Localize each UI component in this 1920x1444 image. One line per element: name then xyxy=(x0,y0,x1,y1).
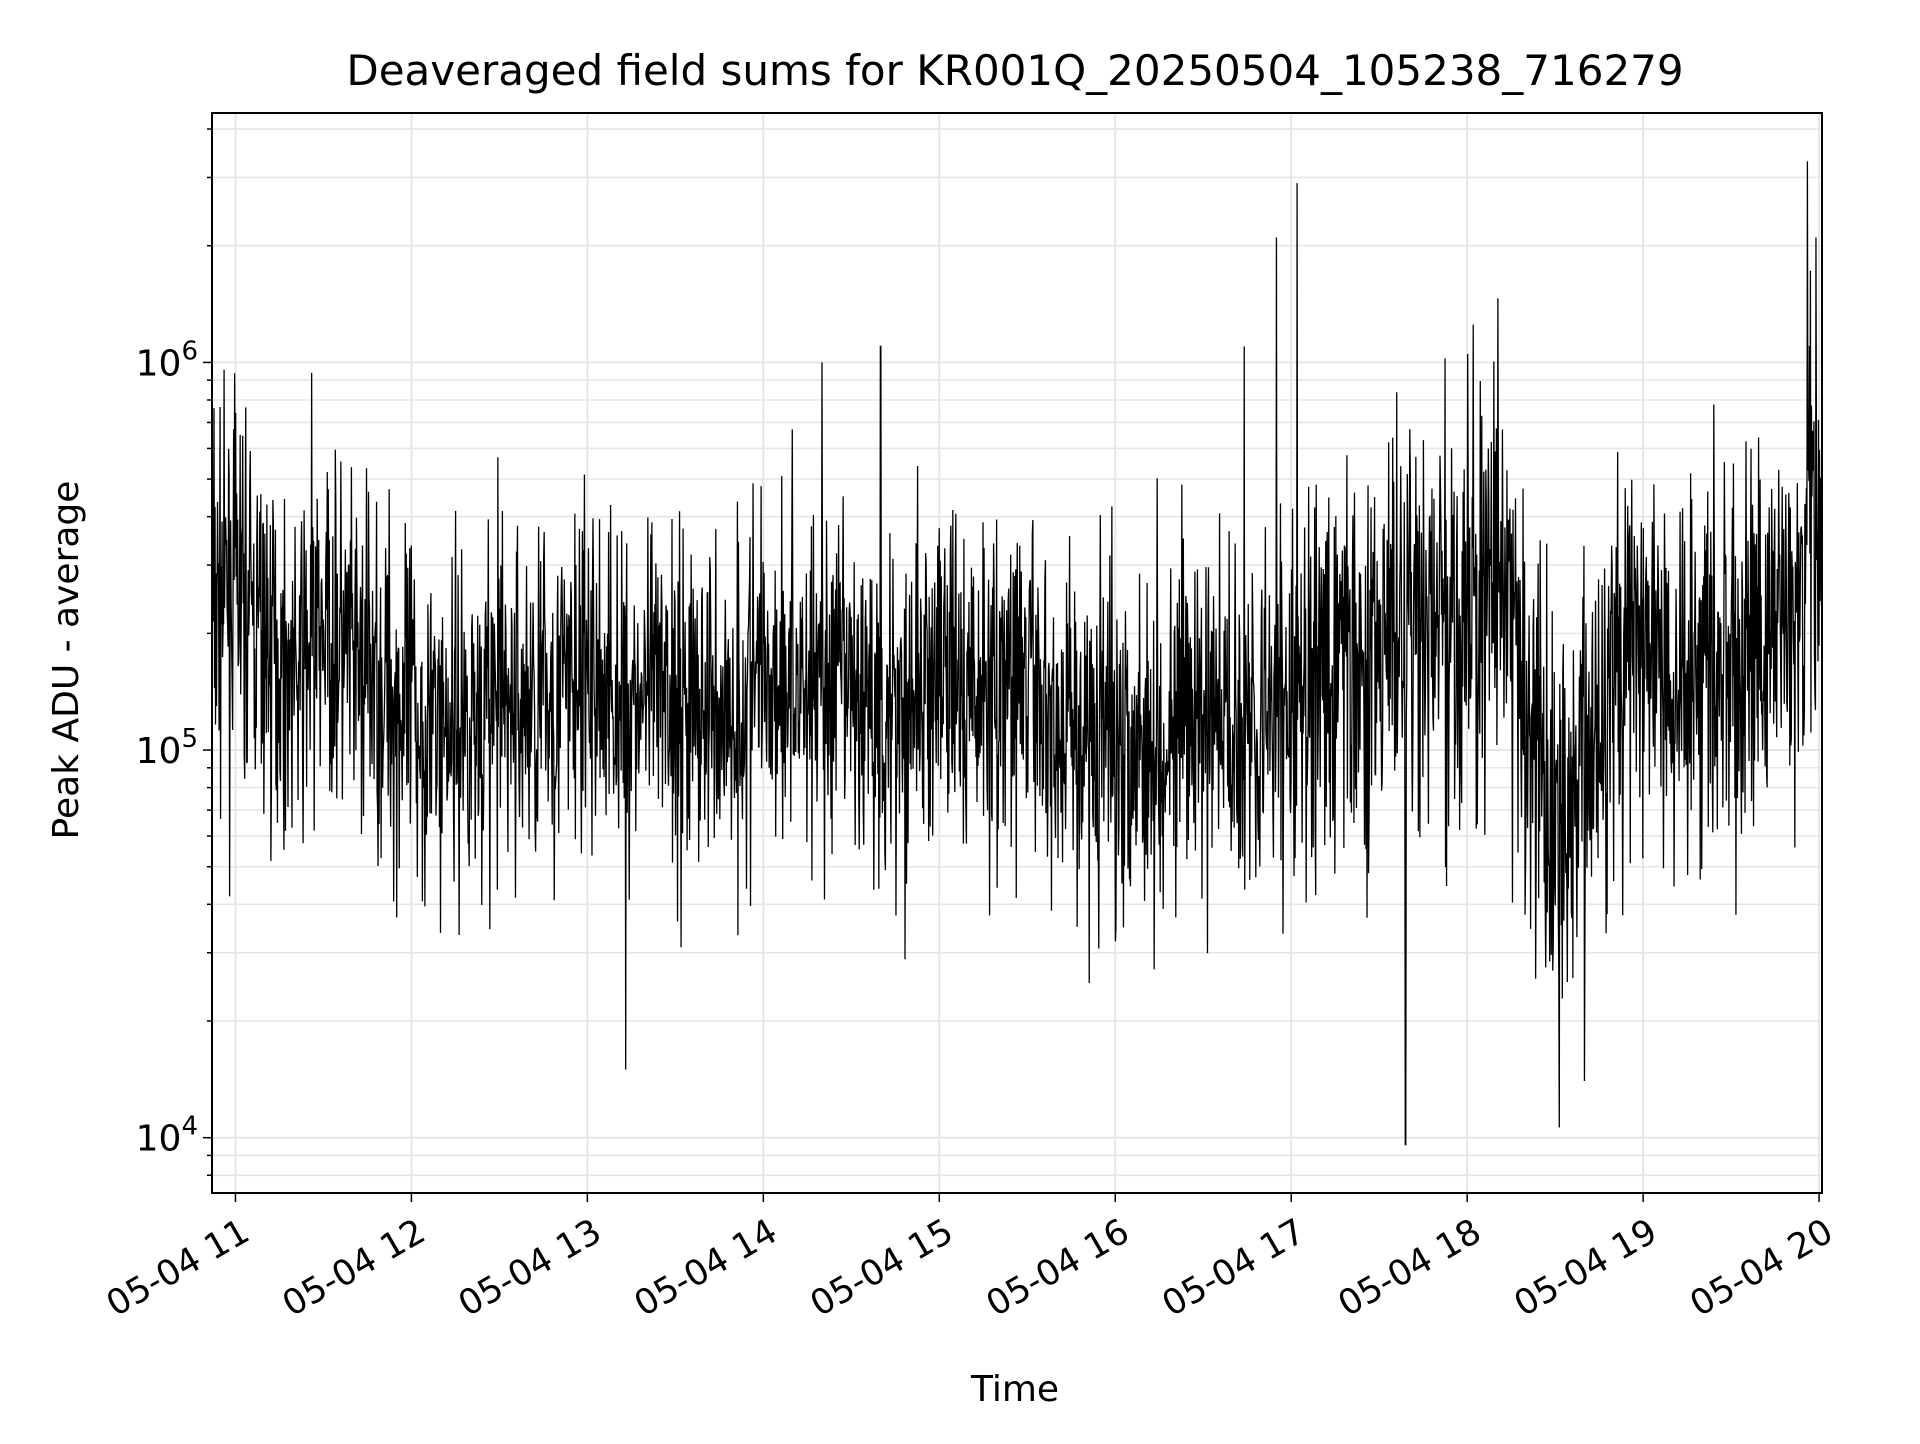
y-axis-label: Peak ADU - average xyxy=(46,481,87,840)
data-line-layer xyxy=(211,161,1823,1146)
y-tick-label-base: 10 xyxy=(136,731,182,772)
y-tick-label: 106 xyxy=(136,336,198,384)
y-tick-label: 104 xyxy=(136,1112,198,1160)
y-tick-label-exponent: 4 xyxy=(181,1112,198,1142)
y-tick-label: 105 xyxy=(136,724,198,772)
series-line xyxy=(211,161,1823,1146)
chart-title: Deaveraged field sums for KR001Q_2025050… xyxy=(346,46,1683,95)
y-tick-label-base: 10 xyxy=(136,343,182,384)
x-axis-label: Time xyxy=(970,1369,1059,1410)
axes-frame xyxy=(211,112,1823,1194)
y-tick-label-exponent: 6 xyxy=(181,336,198,366)
y-tick-label-exponent: 5 xyxy=(181,724,198,754)
y-tick-label-base: 10 xyxy=(136,1119,182,1160)
